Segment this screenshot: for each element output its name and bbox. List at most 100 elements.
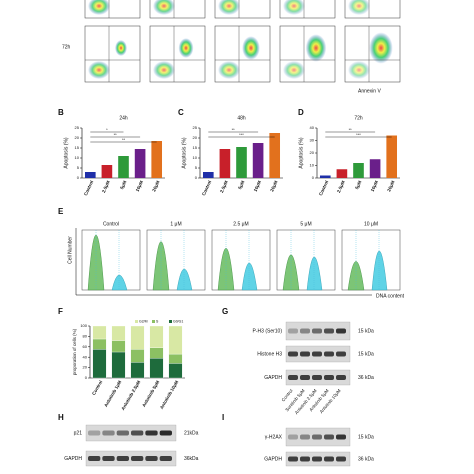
g2-peak (241, 263, 258, 291)
panel-label: D (298, 108, 304, 117)
bar-segment (111, 340, 126, 353)
histogram-title: 2.5 μM (233, 221, 248, 227)
g2-peak (306, 256, 323, 291)
blot-band (336, 328, 346, 334)
y-tick-label: 25 (193, 125, 198, 130)
g2-peak (176, 268, 193, 291)
histogram-title: Control (103, 221, 119, 227)
y-tick-label: 80 (83, 333, 88, 338)
x-tick-label: 2.5μM (219, 180, 229, 194)
panel-label: C (178, 108, 184, 117)
blot-band (300, 434, 310, 440)
cell-population (218, 0, 240, 15)
y-axis-label: Apoptosis (%) (181, 137, 187, 168)
y-tick-label: 0 (312, 175, 315, 180)
blot-label: P-H3 (Ser10) (253, 328, 283, 334)
bar (336, 169, 348, 178)
histogram-title: 10 μM (364, 221, 378, 227)
bar-segment (92, 338, 107, 350)
significance: *** (356, 132, 361, 137)
y-tick-label: 0 (85, 375, 88, 380)
blot-band (336, 456, 346, 462)
x-tick-label: 10μM (135, 180, 145, 193)
x-tick-label: Control (201, 180, 212, 197)
x-tick-label: Control (83, 180, 94, 197)
bar (269, 133, 281, 178)
bar-segment (168, 353, 183, 364)
g1-peak (347, 261, 365, 291)
panel-label: H (58, 413, 64, 422)
blot-band (312, 434, 322, 440)
bar (118, 156, 129, 178)
x-tick-label: 10μM (370, 180, 380, 193)
x-tick-label: 2.5μM (101, 180, 111, 194)
blot-label: γ-H2AX (265, 434, 283, 440)
x-tick-label: 20μM (386, 180, 396, 193)
x-tick-label: 20μM (151, 180, 161, 193)
y-axis-label: Apoptosis (%) (63, 137, 69, 168)
bar-segment (149, 325, 164, 348)
bar-segment (149, 347, 164, 359)
chart-title: 72h (354, 115, 363, 121)
blot-label: GAPDH (264, 375, 282, 381)
y-tick-label: 60 (83, 344, 88, 349)
legend-swatch (152, 320, 155, 323)
y-tick-label: 25 (75, 125, 80, 130)
y-tick-label: 0 (77, 175, 80, 180)
cell-population (88, 0, 110, 15)
x-axis-label: Annexin V (358, 88, 381, 94)
cell-population (115, 40, 127, 56)
x-tick-label: 10μM (253, 180, 263, 193)
y-tick-label: 40 (83, 354, 88, 359)
cell-population (178, 38, 194, 58)
blot-band (145, 430, 158, 436)
significance: ** (232, 127, 236, 132)
x-tick-label: 5μM (237, 180, 245, 191)
panel-label: G (222, 307, 228, 316)
y-tick-label: 10 (193, 155, 198, 160)
blot-band (300, 328, 310, 334)
blot-band (288, 351, 298, 357)
y-tick-label: 30 (310, 138, 315, 143)
blot-kda: 15 kDa (358, 434, 374, 440)
blot-band (116, 456, 129, 461)
bar-segment (92, 325, 107, 340)
y-axis-label: Apoptosis (%) (298, 137, 304, 168)
blot-band (312, 456, 322, 462)
chart-title: 48h (237, 115, 246, 121)
blot-kda: 21kDa (184, 430, 199, 436)
row-label: 72h (62, 44, 71, 50)
blot-label: Histone H3 (257, 351, 282, 357)
g2-peak (371, 251, 388, 291)
legend-label: G0/G1 (173, 319, 183, 323)
cell-population (153, 0, 175, 15)
bar (151, 141, 163, 178)
x-tick-label: 20μM (269, 180, 279, 193)
y-tick-label: 20 (83, 365, 88, 370)
significance: * (106, 127, 108, 132)
panel-label: I (222, 413, 224, 422)
bar (319, 175, 331, 178)
blot-band (288, 328, 298, 334)
blot-band (324, 328, 334, 334)
x-tick-label: Control (318, 180, 329, 197)
y-tick-label: 20 (193, 135, 198, 140)
blot-kda: 15 kDa (358, 351, 374, 357)
panel-label: F (58, 307, 63, 316)
bar-segment (149, 358, 164, 379)
blot-label: GAPDH (264, 456, 282, 462)
cell-population (369, 32, 393, 64)
y-tick-label: 5 (195, 165, 198, 170)
y-tick-label: 15 (75, 145, 80, 150)
blot-kda: 36kDa (184, 456, 199, 462)
panel-label: E (58, 207, 64, 216)
blot-band (312, 328, 322, 334)
cell-population (242, 36, 260, 60)
chart-title: 24h (119, 115, 128, 121)
cell-population (283, 0, 305, 15)
bar-segment (130, 362, 145, 379)
x-tick-label: 5μM (354, 180, 362, 191)
blot-band (300, 456, 310, 462)
panel-label: B (58, 108, 64, 117)
